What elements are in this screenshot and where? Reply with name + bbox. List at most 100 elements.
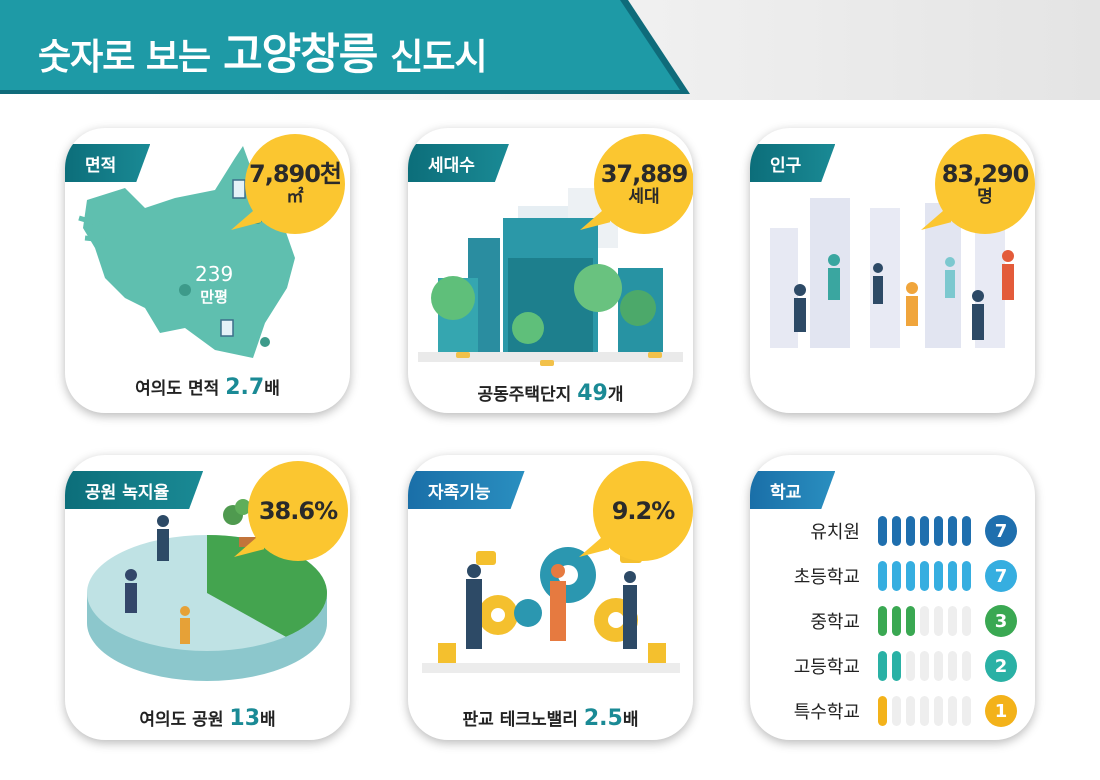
population-bubble: 83,290 명 — [935, 134, 1035, 234]
school-bar-segment — [948, 696, 957, 726]
school-bars — [878, 516, 971, 546]
school-bar-segment — [948, 561, 957, 591]
area-bubble-value: 7,890천 — [249, 160, 342, 188]
school-bar-segment — [934, 561, 943, 591]
park-caption: 여의도 공원 13배 — [65, 705, 350, 731]
park-bubble-value: 38.6% — [258, 497, 338, 525]
school-bar-segment — [878, 516, 887, 546]
school-count-badge: 2 — [985, 650, 1017, 682]
school-bar-segment — [878, 696, 887, 726]
households-bubble-unit: 세대 — [628, 187, 660, 207]
park-caption-text: 여의도 공원 — [139, 710, 224, 730]
area-tag: 면적 — [65, 144, 150, 182]
school-row: 유치원 7 — [772, 511, 1017, 551]
page-title: 숫자로 보는 고양창릉 신도시 — [38, 20, 488, 82]
households-caption-value: 49 — [577, 381, 608, 406]
school-bar-segment — [878, 606, 887, 636]
self-sufficiency-caption: 판교 테크노밸리 2.5배 — [408, 705, 693, 731]
title-part2: 고양창릉 — [223, 30, 378, 80]
school-label: 초등학교 — [793, 567, 860, 588]
school-row: 특수학교 1 — [772, 691, 1017, 731]
map-label: 239 만평 — [195, 262, 233, 307]
school-label: 유치원 — [810, 522, 860, 543]
card-schools: 학교 유치원 7 초등학교 7 중학교 3 고등학교 2 특수학교 1 — [750, 455, 1035, 740]
school-bar-segment — [892, 516, 901, 546]
school-bar-segment — [892, 561, 901, 591]
school-bar-segment — [906, 696, 915, 726]
area-caption: 여의도 면적 2.7배 — [65, 374, 350, 400]
school-bar-segment — [948, 606, 957, 636]
households-tag: 세대수 — [408, 144, 509, 182]
park-pie-illustration — [87, 499, 327, 681]
map-illustration — [78, 146, 295, 358]
card-households: 세대수 37,889 세대 공동주택단지 49개 — [408, 128, 693, 413]
park-bubble: 38.6% — [248, 461, 348, 561]
card-population: 인구 83,290 명 — [750, 128, 1035, 413]
self-sufficiency-bubble: 9.2% — [593, 461, 693, 561]
school-label: 특수학교 — [793, 702, 860, 723]
school-bar-segment — [934, 606, 943, 636]
map-label-value: 239 — [195, 262, 234, 286]
self-sufficiency-bubble-value: 9.2% — [611, 497, 676, 525]
school-row: 고등학교 2 — [772, 646, 1017, 686]
area-caption-text: 여의도 면적 — [135, 379, 220, 399]
area-bubble-unit: ㎡ — [286, 187, 304, 207]
school-bar-segment — [962, 651, 971, 681]
school-bar-segment — [906, 606, 915, 636]
title-part1: 숫자로 보는 — [38, 37, 211, 78]
school-bar-segment — [878, 651, 887, 681]
school-bar-segment — [920, 696, 929, 726]
school-bar-segment — [892, 651, 901, 681]
park-caption-value: 13 — [229, 706, 261, 731]
self-sufficiency-tag: 자족기능 — [408, 471, 525, 509]
area-bubble: 7,890천 ㎡ — [245, 134, 345, 234]
card-park: 공원 녹지율 38.6% 여의도 공원 13배 — [65, 455, 350, 740]
title-part3: 신도시 — [390, 37, 487, 78]
population-bubble-unit: 명 — [977, 187, 993, 207]
school-bars — [878, 696, 971, 726]
self-sufficiency-caption-text: 판교 테크노밸리 — [462, 710, 578, 730]
school-bar-segment — [948, 516, 957, 546]
school-count-badge: 7 — [985, 515, 1017, 547]
card-self-sufficiency: 자족기능 9.2% 판교 테크노밸리 2.5배 — [408, 455, 693, 740]
school-bar-segment — [906, 561, 915, 591]
school-bar-segment — [920, 561, 929, 591]
area-caption-value: 2.7 — [225, 375, 265, 400]
households-bubble: 37,889 세대 — [594, 134, 693, 234]
schools-tag: 학교 — [750, 471, 835, 509]
school-label: 중학교 — [810, 612, 860, 633]
school-bar-segment — [878, 561, 887, 591]
school-bars — [878, 606, 971, 636]
school-bar-segment — [934, 516, 943, 546]
self-sufficiency-caption-value: 2.5 — [583, 706, 623, 731]
school-label: 고등학교 — [793, 657, 860, 678]
park-tag: 공원 녹지율 — [65, 471, 203, 509]
population-bubble-value: 83,290 — [941, 160, 1030, 188]
header-banner — [0, 0, 680, 90]
school-bar-segment — [892, 696, 901, 726]
school-count-badge: 7 — [985, 560, 1017, 592]
self-sufficiency-caption-unit: 배 — [622, 710, 639, 730]
school-bar-segment — [962, 606, 971, 636]
school-bar-segment — [934, 696, 943, 726]
school-bar-segment — [920, 606, 929, 636]
school-bar-segment — [962, 561, 971, 591]
park-caption-unit: 배 — [260, 710, 276, 730]
school-row: 중학교 3 — [772, 601, 1017, 641]
population-tag: 인구 — [750, 144, 835, 182]
school-row: 초등학교 7 — [772, 556, 1017, 596]
map-label-unit: 만평 — [200, 288, 228, 306]
school-bar-segment — [920, 516, 929, 546]
school-bar-segment — [906, 516, 915, 546]
households-caption: 공동주택단지 49개 — [408, 380, 693, 406]
school-bars — [878, 651, 971, 681]
people-illustration — [770, 198, 1014, 348]
school-bar-segment — [948, 651, 957, 681]
school-count-badge: 1 — [985, 695, 1017, 727]
school-bar-segment — [962, 696, 971, 726]
school-bars — [878, 561, 971, 591]
school-bar-segment — [920, 651, 929, 681]
school-bar-segment — [892, 606, 901, 636]
school-bar-segment — [962, 516, 971, 546]
school-bar-segment — [906, 651, 915, 681]
